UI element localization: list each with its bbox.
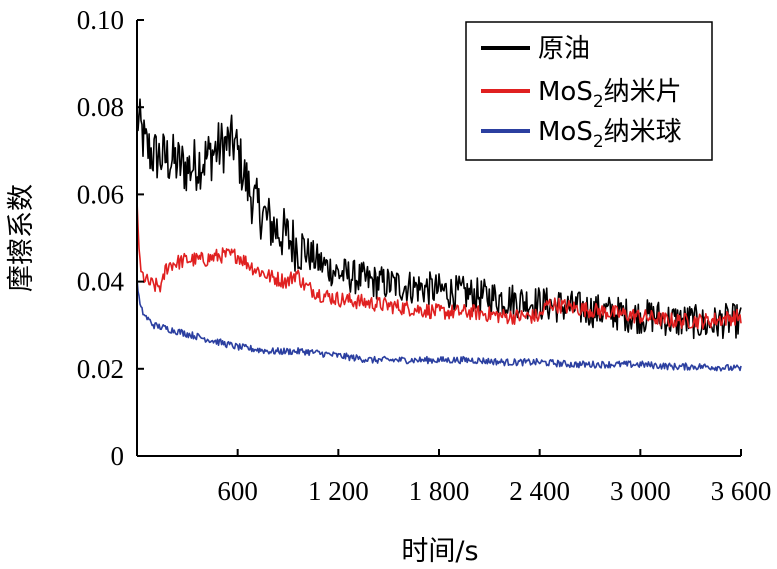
legend-label-mos2-nanosheet-main: MoS (538, 77, 593, 107)
x-tick-label: 3 000 (610, 476, 671, 506)
legend-label-mos2-nanosphere-rest: 纳米球 (604, 117, 682, 147)
y-tick-label: 0 (111, 441, 125, 471)
x-tick-label: 2 400 (509, 476, 570, 506)
series-line-mos2-nanosheet (136, 200, 742, 330)
x-tick-label: 3 600 (711, 476, 772, 506)
ticks (137, 19, 742, 457)
tick-labels: 0 0.02 0.04 0.06 0.08 0.10 600 1 200 1 800 2 400 3… (77, 5, 772, 506)
y-tick-label: 0.08 (77, 92, 124, 122)
legend-label-crude-oil: 原油 (538, 34, 590, 64)
legend-label-mos2-nanosphere-sub: 2 (593, 132, 604, 152)
legend-label-mos2-nanosheet: MoS2纳米片 (538, 77, 682, 112)
y-axis-title: 摩擦系数 (6, 184, 37, 292)
y-tick-label: 0.06 (77, 179, 124, 209)
plot-lines (136, 98, 742, 372)
x-tick-label: 1 200 (308, 476, 369, 506)
series-line-crude-oil (136, 98, 742, 340)
y-tick-label: 0.04 (77, 267, 125, 297)
y-tick-label: 0.10 (77, 5, 124, 35)
x-tick-label: 600 (217, 476, 258, 506)
legend-label-mos2-nanosphere-main: MoS (538, 117, 593, 147)
y-tick-label: 0.02 (77, 354, 124, 384)
legend-label-mos2-nanosphere: MoS2纳米球 (538, 117, 682, 152)
legend-label-mos2-nanosheet-sub: 2 (593, 92, 604, 112)
legend-label-mos2-nanosheet-rest: 纳米片 (604, 77, 682, 107)
x-tick-label: 1 800 (409, 476, 470, 506)
legend: 原油 MoS2纳米片 MoS2纳米球 (465, 21, 713, 161)
series-line-mos2-nanosphere (136, 278, 742, 372)
x-axis-title: 时间/s (401, 536, 478, 567)
